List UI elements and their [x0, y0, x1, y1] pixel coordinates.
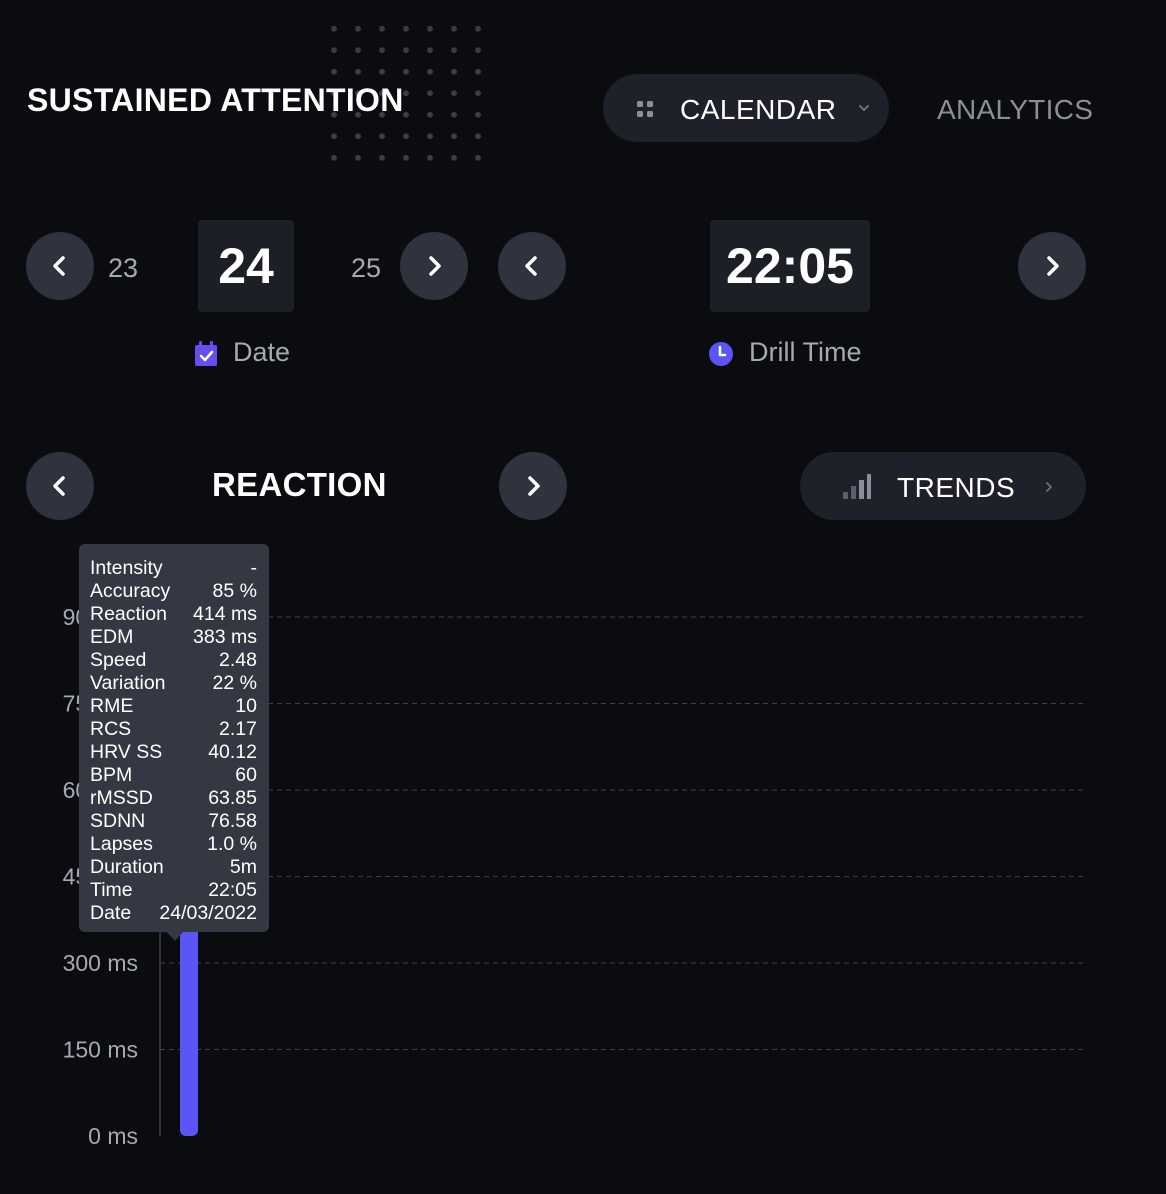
- tooltip-row-label: RME: [90, 695, 134, 717]
- tooltip-row: Lapses 1.0 %: [90, 833, 257, 856]
- tooltip-row: EDM 383 ms: [90, 626, 257, 649]
- tooltip-pointer: [166, 931, 184, 941]
- tooltip-row: Speed 2.48: [90, 649, 257, 672]
- date-next-value[interactable]: 25: [351, 253, 382, 283]
- tooltip-row: Duration 5m: [90, 856, 257, 879]
- tooltip-row-label: Speed: [90, 649, 147, 671]
- tooltip-row-value: 24/03/2022: [159, 902, 257, 924]
- dot-pattern-decoration: [322, 18, 492, 170]
- chevron-left-icon: [53, 256, 65, 276]
- tooltip-row-label: SDNN: [90, 810, 146, 832]
- tooltip-row-label: Time: [90, 879, 133, 901]
- tooltip-row-value: 414 ms: [193, 603, 257, 625]
- tooltip-row-label: Lapses: [90, 833, 153, 855]
- metric-next-button[interactable]: [499, 452, 567, 520]
- data-tooltip: Intensity - Accuracy 85 % Reaction 414 ms EDM 3…: [79, 544, 269, 932]
- tooltip-row-value: 60: [235, 764, 257, 786]
- calendar-dropdown[interactable]: CALENDAR: [603, 74, 889, 142]
- date-prev-value[interactable]: 23: [108, 253, 139, 283]
- metric-title: REACTION: [212, 466, 387, 503]
- tooltip-row-label: Date: [90, 902, 132, 924]
- time-current-value: 22:05: [710, 220, 870, 312]
- tooltip-row-value: 2.48: [219, 649, 257, 671]
- reaction-bar[interactable]: [180, 897, 198, 1136]
- calendar-label: CALENDAR: [680, 94, 837, 125]
- tooltip-row: Date 24/03/2022: [90, 902, 257, 925]
- tooltip-row-label: Intensity: [90, 557, 163, 579]
- tooltip-row-label: EDM: [90, 626, 134, 648]
- tooltip-row-value: -: [250, 557, 258, 579]
- tooltip-row: Intensity -: [90, 557, 257, 580]
- drill-time-label: Drill Time: [749, 337, 862, 367]
- chevron-left-icon: [53, 476, 65, 496]
- date-prev-button[interactable]: [26, 232, 94, 300]
- tooltip-row: rMSSD 63.85: [90, 787, 257, 810]
- date-label: Date: [233, 337, 291, 367]
- analytics-tab[interactable]: ANALYTICS: [937, 94, 1094, 125]
- tooltip-row-value: 63.85: [208, 787, 257, 809]
- signal-icon: [843, 474, 871, 499]
- tooltip-row: BPM 60: [90, 764, 257, 787]
- chevron-down-icon: [859, 105, 869, 111]
- tooltip-row-value: 76.58: [208, 810, 257, 832]
- date-current-value: 24: [198, 220, 294, 312]
- tooltip-row-value: 10: [235, 695, 257, 717]
- tooltip-row-value: 5m: [229, 856, 257, 878]
- trends-button[interactable]: TRENDS: [800, 452, 1086, 520]
- tooltip-row-label: Duration: [90, 856, 164, 878]
- tooltip-row-label: HRV SS: [90, 741, 163, 763]
- chevron-right-icon: [528, 476, 540, 496]
- tooltip-row-label: BPM: [90, 764, 133, 786]
- tooltip-row-value: 2.17: [219, 718, 257, 740]
- y-tick-label: 0 ms: [88, 1123, 138, 1149]
- tooltip-row-label: RCS: [90, 718, 132, 740]
- tooltip-row-value: 40.12: [208, 741, 257, 763]
- chevron-right-icon: [1047, 256, 1059, 276]
- y-tick-label: 150 ms: [63, 1037, 138, 1063]
- time-next-button[interactable]: [1018, 232, 1086, 300]
- time-prev-button[interactable]: [498, 232, 566, 300]
- clock-icon: [709, 342, 733, 366]
- y-tick-label: 300 ms: [63, 950, 138, 976]
- tooltip-row-value: 22:05: [208, 879, 257, 901]
- trends-label: TRENDS: [897, 472, 1016, 503]
- tooltip-row: Accuracy 85 %: [90, 580, 257, 603]
- tooltip-row: Time 22:05: [90, 879, 257, 902]
- tooltip-row-label: Variation: [90, 672, 166, 694]
- date-next-button[interactable]: [400, 232, 468, 300]
- tooltip-row: Variation 22 %: [90, 672, 257, 695]
- tooltip-row-label: Reaction: [90, 603, 167, 625]
- tooltip-row-value: 22 %: [212, 672, 257, 694]
- tooltip-row-value: 383 ms: [193, 626, 257, 648]
- tooltip-row-label: Accuracy: [90, 580, 171, 602]
- tooltip-row: HRV SS 40.12: [90, 741, 257, 764]
- tooltip-row-value: 1.0 %: [207, 833, 257, 855]
- tooltip-row: SDNN 76.58: [90, 810, 257, 833]
- grid-icon: [637, 101, 653, 117]
- tooltip-row: Reaction 414 ms: [90, 603, 257, 626]
- metric-prev-button[interactable]: [26, 452, 94, 520]
- chevron-right-icon: [429, 256, 441, 276]
- chevron-right-icon: [1046, 482, 1052, 492]
- chevron-left-icon: [525, 256, 537, 276]
- tooltip-row: RME 10: [90, 695, 257, 718]
- page-title: SUSTAINED ATTENTION: [27, 82, 404, 118]
- tooltip-row-value: 85 %: [212, 580, 257, 602]
- calendar-icon: [195, 341, 217, 366]
- tooltip-row-label: rMSSD: [90, 787, 153, 809]
- tooltip-row: RCS 2.17: [90, 718, 257, 741]
